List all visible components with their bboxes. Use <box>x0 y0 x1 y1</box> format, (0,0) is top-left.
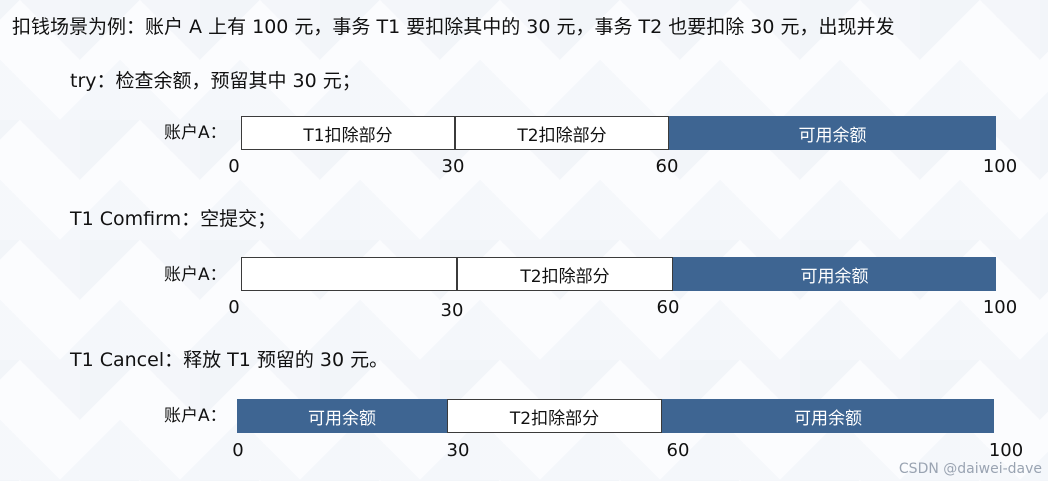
watermark: CSDN @daiwei-dave <box>898 461 1042 477</box>
section-2-segment-3: 可用余额 <box>673 257 996 291</box>
section-1-heading: try：检查余额，预留其中 30 元； <box>70 70 361 92</box>
section-1-tick-0: 0 <box>228 156 240 177</box>
section-2-segment-1 <box>241 257 457 291</box>
section-2-tick-30: 30 <box>440 300 464 321</box>
intro-text: 扣钱场景为例：账户 A 上有 100 元，事务 T1 要扣除其中的 30 元，事… <box>12 16 895 38</box>
section-2-tick-0: 0 <box>228 297 240 318</box>
section-2-account-label: 账户A： <box>164 265 227 285</box>
section-3-segment-2: T2扣除部分 <box>447 399 662 433</box>
section-3-segment-1: 可用余额 <box>237 399 447 433</box>
section-3-bar: 可用余额 T2扣除部分 可用余额 <box>237 399 994 433</box>
section-1-tick-60: 60 <box>655 156 679 177</box>
section-2-tick-100: 100 <box>982 297 1018 318</box>
section-3-heading: T1 Cancel：释放 T1 预留的 30 元。 <box>70 349 389 371</box>
section-3-account-label: 账户A： <box>164 406 227 426</box>
section-1-bar: T1扣除部分 T2扣除部分 可用余额 <box>241 116 996 150</box>
section-2-segment-2: T2扣除部分 <box>457 257 673 291</box>
section-1-segment-1: T1扣除部分 <box>241 116 455 150</box>
section-1-segment-3: 可用余额 <box>669 116 996 150</box>
section-2-heading: T1 Comfirm：空提交； <box>70 208 277 230</box>
section-3-tick-0: 0 <box>232 440 244 461</box>
section-3-segment-3: 可用余额 <box>662 399 994 433</box>
section-1-segment-2: T2扣除部分 <box>455 116 669 150</box>
section-3-tick-30: 30 <box>446 440 470 461</box>
section-1-account-label: 账户A： <box>164 123 227 143</box>
section-1-tick-30: 30 <box>441 156 465 177</box>
section-2-bar: T2扣除部分 可用余额 <box>241 257 996 291</box>
section-1-tick-100: 100 <box>982 156 1018 177</box>
section-2-tick-60: 60 <box>656 297 680 318</box>
section-3-tick-60: 60 <box>666 440 690 461</box>
section-3-tick-100: 100 <box>988 440 1024 461</box>
